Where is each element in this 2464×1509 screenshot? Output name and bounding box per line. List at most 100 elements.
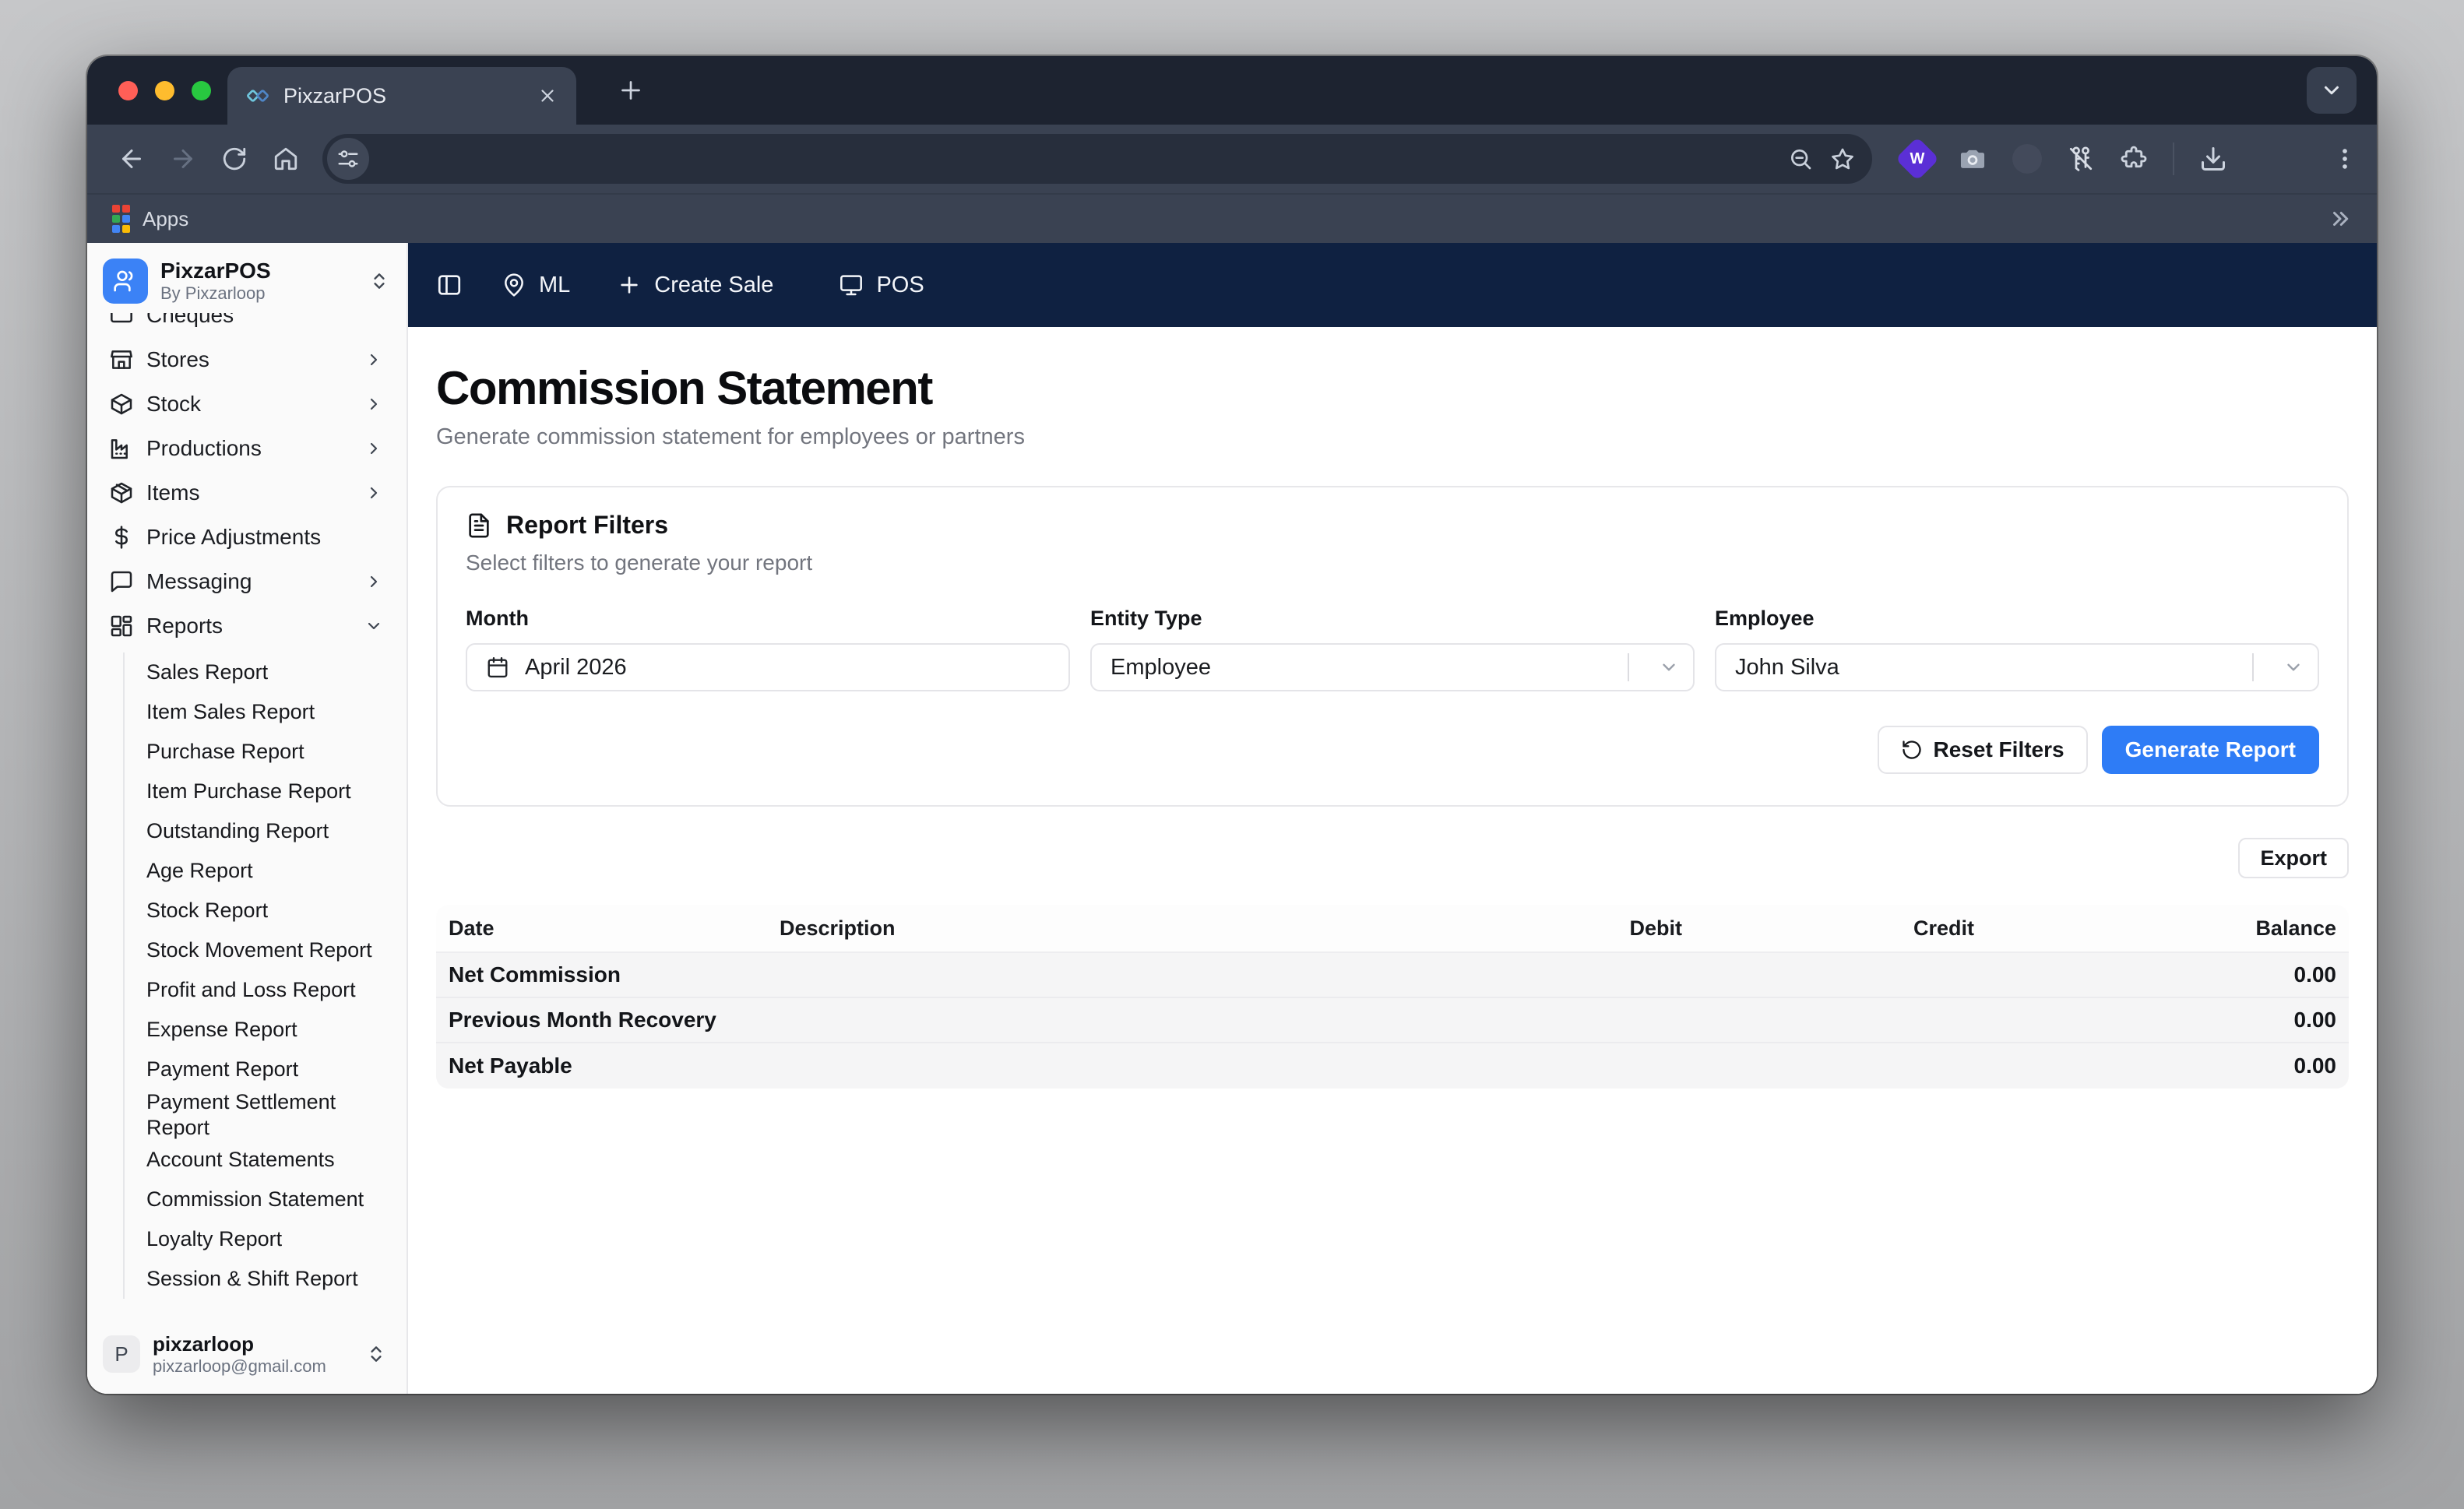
camera-extension-icon[interactable] (1958, 144, 1987, 174)
sidebar-item-expense-report[interactable]: Expense Report (146, 1018, 297, 1042)
browser-tab[interactable]: PixzarPOS (227, 67, 576, 125)
table-row: Net Commission 0.00 (436, 953, 2349, 998)
close-window-button[interactable] (118, 80, 138, 100)
employee-select[interactable]: John Silva (1715, 643, 2319, 691)
forward-button[interactable] (157, 133, 209, 185)
brand-logo (103, 259, 148, 304)
browser-menu-icon[interactable] (2332, 146, 2358, 172)
pos-button[interactable]: POS (839, 273, 924, 298)
new-tab-button[interactable] (607, 67, 654, 114)
window-controls (118, 80, 211, 100)
sidebar-item-reports[interactable]: Reports (87, 603, 407, 648)
sidebar-item-profit-and-loss-report[interactable]: Profit and Loss Report (146, 978, 356, 1002)
sidebar-toggle-icon[interactable] (436, 272, 463, 298)
sidebar-item-session-shift-report[interactable]: Session & Shift Report (146, 1267, 358, 1291)
chevron-down-icon (2269, 645, 2318, 690)
dollar-icon (109, 525, 134, 550)
sidebar-nav: Cheques Stores (87, 313, 407, 1321)
row-balance: 0.00 (2293, 1008, 2337, 1032)
reload-button[interactable] (209, 133, 260, 185)
sidebar-item-stock-movement-report[interactable]: Stock Movement Report (146, 938, 372, 962)
tab-close-icon[interactable] (537, 86, 558, 106)
store-icon (109, 347, 134, 372)
sidebar-item-price-adjustments[interactable]: Price Adjustments (87, 515, 407, 559)
filters-title: Report Filters (506, 511, 669, 539)
home-button[interactable] (260, 133, 312, 185)
bookmark-star-icon[interactable] (1830, 146, 1855, 171)
toolbar-divider (2173, 142, 2174, 175)
sidebar-item-sales-report[interactable]: Sales Report (146, 660, 269, 684)
sidebar-item-account-statements[interactable]: Account Statements (146, 1148, 335, 1172)
commission-table: Date Description Debit Credit Balance Ne… (436, 905, 2349, 1089)
sidebar-item-stores[interactable]: Stores (87, 337, 407, 382)
month-picker[interactable]: April 2026 (466, 643, 1070, 691)
entity-type-select[interactable]: Employee (1090, 643, 1695, 691)
sidebar-item-age-report[interactable]: Age Report (146, 859, 253, 883)
tab-favicon-icon (246, 84, 269, 107)
sidebar-item-item-purchase-report[interactable]: Item Purchase Report (146, 779, 351, 804)
page-subtitle: Generate commission statement for employ… (436, 424, 1025, 449)
sidebar-item-item-sales-report[interactable]: Item Sales Report (146, 700, 315, 724)
reset-filters-button[interactable]: Reset Filters (1877, 726, 2088, 774)
downloads-icon[interactable] (2199, 145, 2227, 173)
disabled-extension-icon[interactable] (2012, 144, 2042, 174)
chevron-right-icon (364, 439, 383, 458)
row-description: Net Payable (449, 1053, 572, 1078)
avatar: P (103, 1335, 140, 1374)
chat-icon (109, 569, 134, 594)
table-row: Previous Month Recovery 0.00 (436, 998, 2349, 1043)
apps-bookmark[interactable]: Apps (143, 206, 189, 230)
address-bar[interactable] (322, 134, 1872, 184)
sidebar-item-outstanding-report[interactable]: Outstanding Report (146, 819, 329, 843)
column-header-credit: Credit (1913, 916, 1974, 940)
tab-strip: PixzarPOS (87, 56, 2377, 125)
sidebar-item-cheques[interactable]: Cheques (87, 313, 407, 337)
row-description: Net Commission (449, 962, 621, 987)
sidebar: PixzarPOS By Pixzarloop Cheques (87, 243, 408, 1394)
workspace-switcher[interactable]: PixzarPOS By Pixzarloop (87, 243, 407, 313)
chevron-down-icon (364, 617, 383, 635)
sidebar-item-commission-statement[interactable]: Commission Statement (146, 1187, 364, 1212)
zoom-out-icon[interactable] (1788, 146, 1813, 171)
back-button[interactable] (106, 133, 157, 185)
sidebar-item-purchase-report[interactable]: Purchase Report (146, 740, 304, 764)
bookmarks-overflow-icon[interactable] (2328, 207, 2352, 230)
sidebar-item-messaging[interactable]: Messaging (87, 559, 407, 603)
sidebar-item-stock[interactable]: Stock (87, 382, 407, 426)
reports-submenu: Sales Report Item Sales Report Purchase … (123, 652, 407, 1299)
employee-value: John Silva (1735, 654, 1839, 680)
month-value: April 2026 (525, 654, 627, 680)
workspace-name: PixzarPOS (160, 259, 271, 283)
entity-type-value: Employee (1111, 654, 1211, 680)
sidebar-item-items[interactable]: Items (87, 470, 407, 515)
minimize-window-button[interactable] (155, 80, 174, 100)
browser-toolbar: W (87, 125, 2377, 193)
fullscreen-window-button[interactable] (192, 80, 211, 100)
row-balance: 0.00 (2293, 1053, 2337, 1078)
month-label: Month (466, 607, 529, 630)
sidebar-item-payment-report[interactable]: Payment Report (146, 1057, 299, 1082)
employee-label: Employee (1715, 607, 1815, 630)
extensions-puzzle-icon[interactable] (2120, 145, 2148, 173)
export-button[interactable]: Export (2238, 838, 2349, 878)
store-location-button[interactable]: ML (502, 273, 570, 298)
chevron-right-icon (364, 395, 383, 413)
sidebar-item-loyalty-report[interactable]: Loyalty Report (146, 1227, 283, 1251)
w-extension-icon[interactable]: W (1895, 136, 1940, 181)
extensions-area: W (1883, 136, 2358, 181)
create-sale-button[interactable]: Create Sale (617, 273, 773, 298)
page-content: Commission Statement Generate commission… (408, 327, 2377, 1394)
site-settings-icon[interactable] (327, 138, 369, 180)
user-account-switcher[interactable]: P pixzarloop pixzarloop@gmail.com (87, 1321, 407, 1394)
tab-title: PixzarPOS (283, 83, 387, 107)
monitor-icon (840, 275, 863, 296)
sidebar-item-productions[interactable]: Productions (87, 426, 407, 470)
tab-search-button[interactable] (2307, 67, 2357, 114)
keys-extension-icon[interactable] (2067, 145, 2095, 173)
report-filters-card: Report Filters Select filters to generat… (436, 486, 2349, 807)
sidebar-item-stock-report[interactable]: Stock Report (146, 899, 269, 923)
sidebar-item-payment-settlement-report[interactable]: Payment Settlement Report (146, 1090, 336, 1139)
table-row: Net Payable 0.00 (436, 1043, 2349, 1089)
generate-report-button[interactable]: Generate Report (2101, 726, 2319, 774)
column-header-balance: Balance (2255, 916, 2336, 940)
